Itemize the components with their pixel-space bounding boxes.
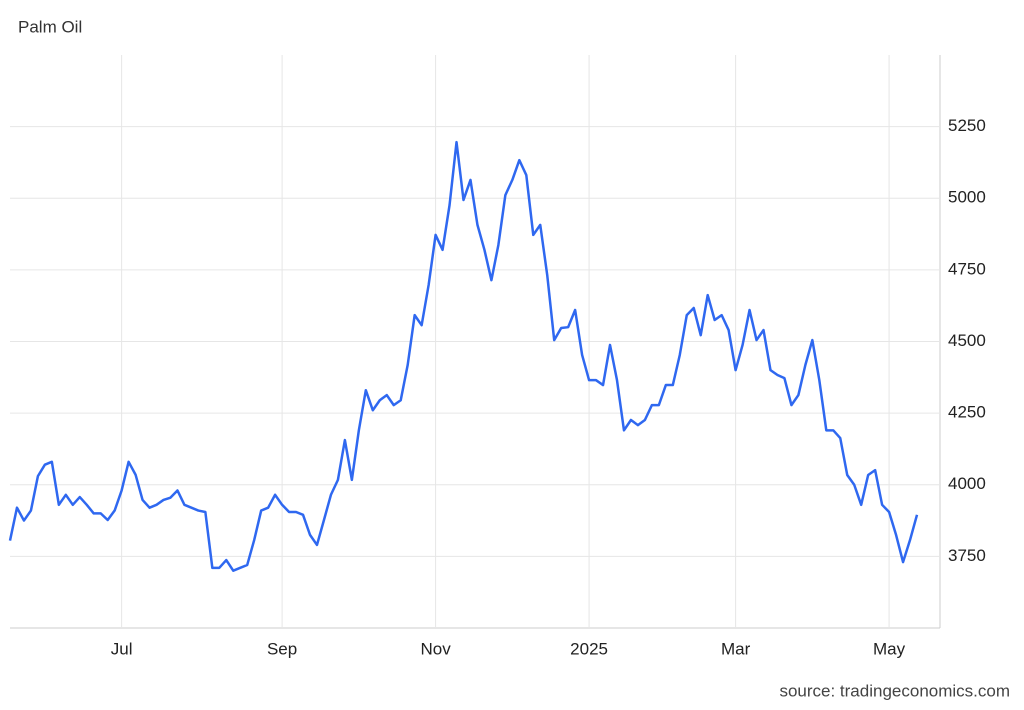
x-tick-label: Sep bbox=[267, 639, 297, 658]
x-tick-label: Mar bbox=[721, 639, 751, 658]
chart-title: Palm Oil bbox=[18, 17, 82, 36]
x-tick-label: Nov bbox=[420, 639, 451, 658]
x-tick-label: Jul bbox=[111, 639, 133, 658]
price-line bbox=[8, 140, 919, 572]
y-tick-label: 3750 bbox=[948, 546, 986, 565]
x-tick-label: May bbox=[873, 639, 906, 658]
y-tick-label: 4750 bbox=[948, 259, 986, 278]
x-tick-label: 2025 bbox=[570, 639, 608, 658]
y-tick-label: 5250 bbox=[948, 116, 986, 135]
y-tick-label: 4500 bbox=[948, 331, 986, 350]
y-tick-label: 5000 bbox=[948, 188, 986, 207]
y-tick-label: 4000 bbox=[948, 474, 986, 493]
y-tick-label: 4250 bbox=[948, 403, 986, 422]
source: source: tradingeconomics.com bbox=[779, 681, 1010, 700]
